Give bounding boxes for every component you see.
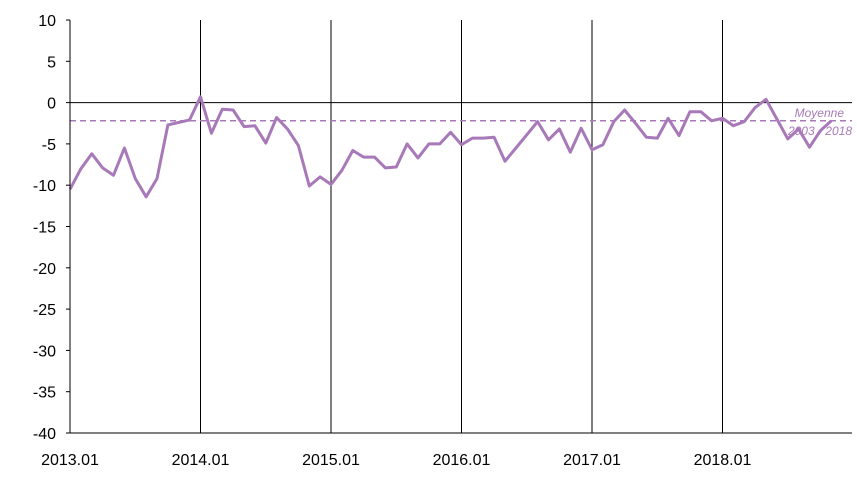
x-tick-label: 2014.01 (172, 452, 230, 469)
x-tick-labels: 2013.01 2014.01 2015.01 2016.01 2017.01 2018.… (41, 452, 751, 469)
y-tick-label: -30 (33, 343, 56, 360)
y-tick-label: 10 (38, 13, 56, 30)
y-tick-label: -40 (33, 426, 56, 443)
x-tick-label: 2018.01 (694, 452, 752, 469)
x-tick-label: 2016.01 (433, 452, 491, 469)
y-tick-label: -15 (33, 220, 56, 237)
series-line (68, 95, 833, 199)
y-tick-label: 5 (47, 54, 56, 71)
year-gridlines (200, 20, 723, 433)
y-tick-label: -20 (33, 261, 56, 278)
average-label-line1: Moyenne (795, 106, 845, 120)
x-tick-label: 2013.01 (41, 452, 99, 469)
x-tick-label: 2015.01 (302, 452, 360, 469)
y-tick-label: 0 (47, 96, 56, 113)
x-tick-label: 2017.01 (563, 452, 621, 469)
average-label-line2: 2003 - 2018 (787, 124, 852, 138)
y-tick-label: -35 (33, 385, 56, 402)
y-tick-labels: 10 5 0 -5 -10 -15 -20 -25 -30 -35 -40 (33, 13, 70, 443)
y-tick-label: -10 (33, 178, 56, 195)
y-tick-label: -5 (42, 137, 56, 154)
y-tick-label: -25 (33, 302, 56, 319)
